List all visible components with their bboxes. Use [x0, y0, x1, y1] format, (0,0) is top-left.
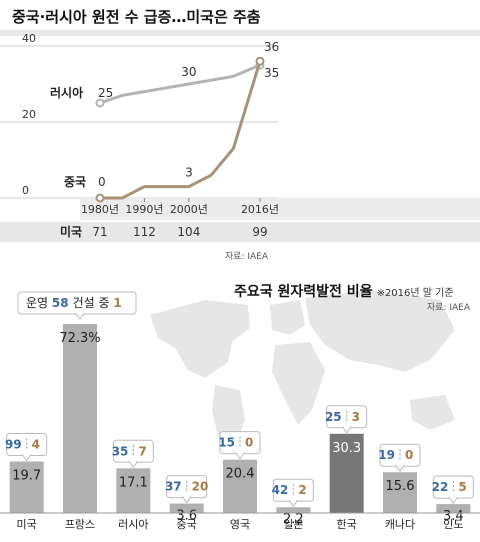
line-chart-gridlines: [0, 45, 278, 199]
x-axis-band: [80, 198, 480, 220]
bar-6: [276, 507, 311, 513]
operating-count: 99: [5, 438, 22, 452]
series-line-1: [100, 60, 262, 200]
map-africa: [272, 342, 325, 425]
us-count-value: 112: [133, 225, 156, 239]
operating-count: 25: [325, 410, 342, 424]
bar-5: [223, 459, 257, 513]
map-australia: [410, 395, 455, 430]
nuclear-share-bar-chart: 주요국 원자력발전 비율 ※2016년 말 기준 자료: IAEA 19.772.…: [0, 283, 480, 531]
y-tick-label: 40: [22, 32, 36, 45]
category-label: 러시아: [118, 518, 148, 531]
construction-count: 5: [458, 480, 466, 494]
bar-value-label: 72.3%: [59, 331, 100, 346]
data-label: 30: [181, 65, 196, 79]
us-row-label: 미국: [60, 224, 82, 239]
series-line-0: [99, 63, 261, 105]
x-tick-label: 1990년: [125, 203, 163, 216]
category-label: 미국: [17, 518, 37, 531]
data-label: 36: [264, 40, 279, 54]
bottom-note: ※2016년 말 기준: [377, 287, 454, 299]
operating-count: 35: [112, 444, 129, 458]
construction-legend-label: 건설 중: [73, 296, 114, 310]
bar-value-label: 2.2: [283, 512, 304, 527]
category-label: 프랑스: [65, 518, 95, 531]
category-label: 영국: [230, 518, 250, 531]
bar-7: [329, 433, 364, 513]
construction-count: 1: [113, 296, 121, 310]
category-label: 캐나다: [385, 518, 415, 531]
operating-count: 19: [378, 448, 395, 462]
operating-count: 15: [218, 436, 235, 450]
bar-category-labels: 미국 프랑스 러시아 중국 영국 일본 한국 캐나다 인도: [17, 517, 464, 531]
construction-count: 20: [192, 480, 209, 494]
construction-count: 0: [405, 448, 413, 462]
category-label: 일본: [283, 517, 303, 531]
us-count-value: 71: [92, 225, 107, 239]
bottom-title-group: 주요국 원자력발전 비율 ※2016년 말 기준: [234, 283, 454, 300]
map-europe: [270, 300, 305, 335]
headline: 중국·러시아 원전 수 급증…미국은 주춤: [12, 8, 261, 26]
data-label: 25: [98, 86, 113, 100]
bar-9: [436, 504, 471, 513]
us-count-value: 104: [177, 225, 200, 239]
bar-value-label: 3.6: [176, 509, 197, 524]
bar-value-label: 30.3: [332, 441, 361, 456]
operating-count: 22: [432, 480, 449, 494]
construction-count: 0: [245, 436, 253, 450]
bar-3: [116, 468, 151, 513]
map-north-america: [150, 300, 250, 378]
us-count-strip: [0, 222, 480, 242]
series-end-point: [255, 56, 265, 66]
x-tick-label: 2000년: [170, 203, 208, 216]
bar-4: [169, 503, 204, 513]
category-label: 중국: [177, 518, 197, 531]
us-count-value: 99: [252, 225, 267, 239]
construction-count: 4: [32, 438, 40, 452]
x-tick-label: 1980년: [81, 203, 119, 216]
construction-count: 2: [298, 483, 306, 497]
construction-count: 3: [352, 410, 360, 424]
category-label: 인도: [443, 518, 463, 531]
y-tick-label: 0: [22, 184, 29, 197]
line-chart-x-ticks: 1980년 1990년 2000년 2016년: [81, 198, 279, 216]
bar-value-label: 20.4: [226, 467, 255, 482]
bottom-title: 주요국 원자력발전 비율: [234, 283, 373, 300]
data-label: 35: [264, 66, 279, 80]
top-source: 자료: IAEA: [225, 251, 269, 262]
series-name: 중국: [64, 175, 86, 189]
operating-count: 37: [165, 480, 182, 494]
bars: 19.772.3%17.13.620.42.230.315.63.4: [9, 324, 471, 527]
france-bubble-text: 운영 58 건설 중 1: [26, 296, 122, 310]
series-start-point: [95, 98, 105, 108]
series-name: 러시아: [50, 85, 83, 100]
us-count-row: 미국 71 112 104 99: [60, 224, 268, 239]
x-tick-label: 2016년: [241, 203, 279, 216]
line-chart-series: 러시아 25 30 35 중국 0 3 36: [50, 40, 279, 203]
bar-value-label: 15.6: [386, 479, 415, 494]
bottom-source: 자료: IAEA: [427, 302, 471, 313]
category-label: 한국: [337, 518, 357, 531]
bar-2: [63, 324, 97, 513]
operating-count: 42: [272, 483, 289, 497]
map-asia: [305, 290, 455, 372]
bar-1: [9, 461, 44, 513]
bar-value-label: 17.1: [119, 475, 148, 490]
data-label: 0: [98, 175, 106, 189]
bar-value-label: 19.7: [12, 469, 41, 484]
y-tick-label: 20: [22, 108, 36, 121]
world-map-background: [150, 290, 455, 455]
operating-legend-label: 운영: [26, 296, 52, 310]
bar-8: [383, 472, 417, 513]
data-label: 3: [185, 166, 193, 180]
line-chart-y-ticks: 0 20 40: [22, 32, 36, 197]
operating-count: 58: [52, 296, 69, 310]
series-start-point: [95, 193, 105, 203]
construction-count: 7: [138, 444, 146, 458]
